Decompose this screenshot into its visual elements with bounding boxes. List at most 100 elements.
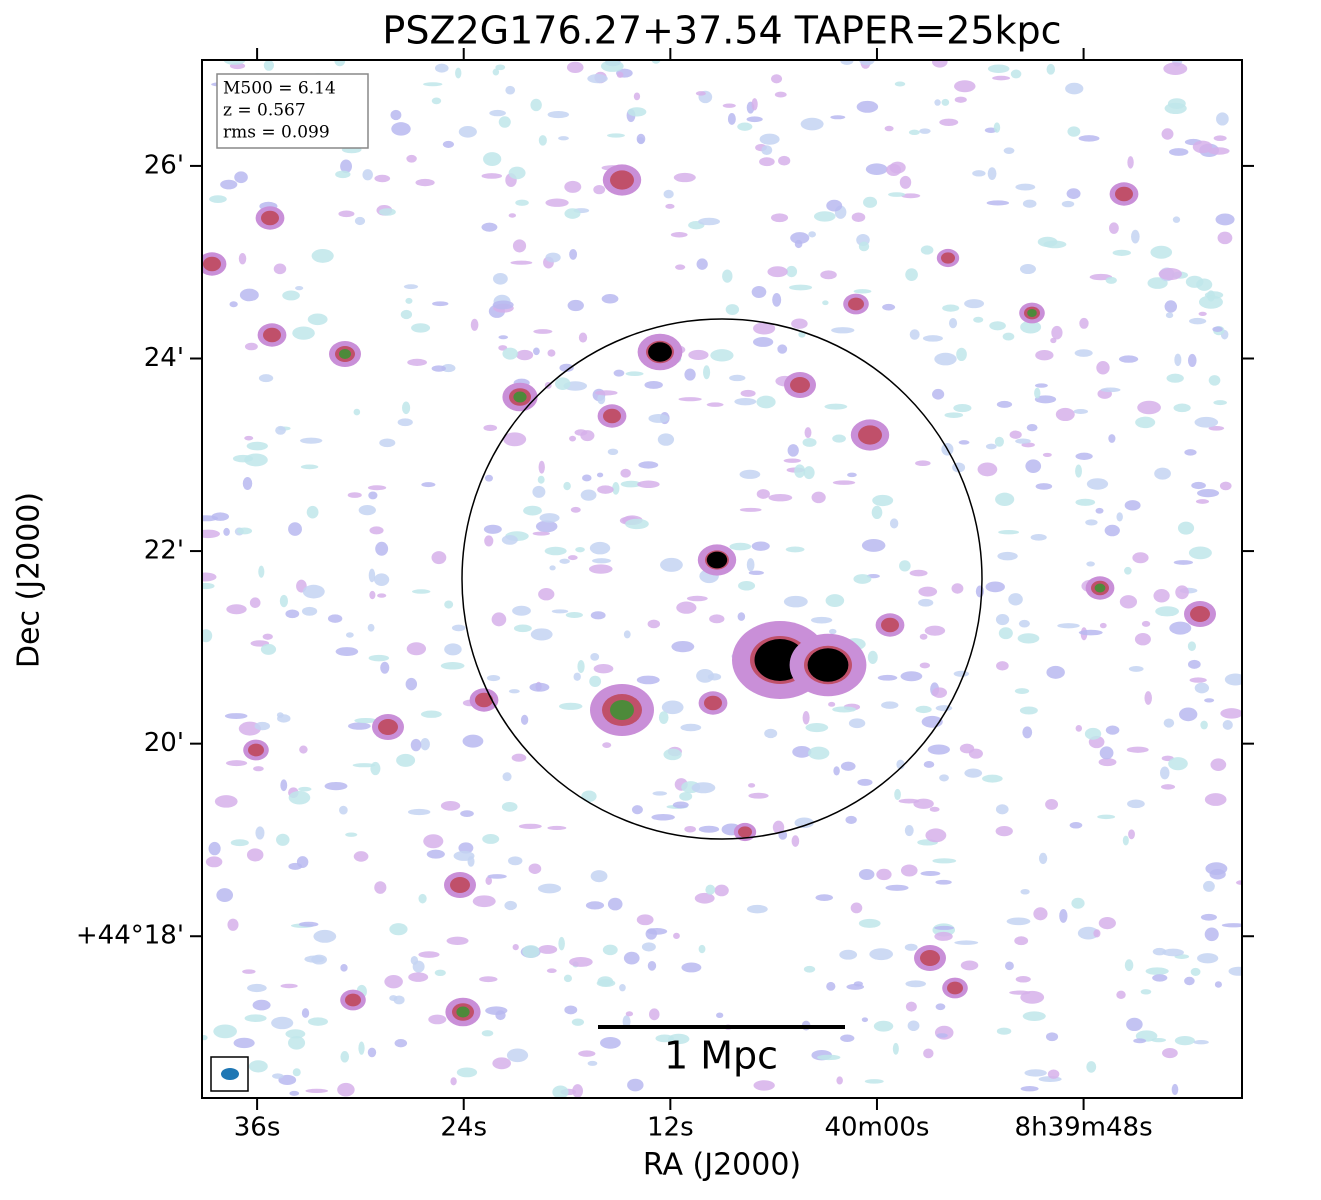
noise [407, 808, 431, 816]
noise [538, 587, 555, 601]
noise [1014, 688, 1030, 694]
noise [558, 136, 569, 141]
noise [722, 103, 736, 108]
noise [1161, 128, 1174, 140]
noise [1078, 135, 1100, 142]
noise [591, 558, 612, 564]
noise [458, 126, 477, 138]
y-tick-label: +44°18' [76, 921, 184, 951]
noise [1116, 512, 1123, 522]
noise [491, 612, 507, 627]
noise [559, 558, 570, 564]
noise [513, 624, 532, 633]
noise [353, 408, 361, 416]
noise [960, 960, 979, 971]
noise [450, 1077, 457, 1086]
noise [354, 717, 378, 724]
noise [1105, 725, 1120, 735]
noise [995, 492, 1015, 507]
noise [1172, 216, 1181, 223]
noise [1137, 400, 1161, 415]
noise [995, 825, 1013, 837]
noise [522, 945, 540, 958]
noise [596, 472, 604, 478]
noise [705, 884, 716, 895]
noise [492, 272, 508, 285]
noise [502, 347, 518, 360]
noise [637, 480, 660, 489]
noise [959, 743, 975, 754]
noise [1018, 619, 1030, 628]
source [610, 170, 634, 190]
noise [455, 67, 462, 79]
noise [337, 1082, 355, 1097]
noise [238, 252, 247, 265]
noise [368, 654, 390, 662]
noise [446, 936, 469, 945]
noise [279, 594, 288, 608]
noise [753, 322, 776, 335]
noise [748, 570, 764, 576]
noise [786, 265, 798, 278]
noise [1221, 923, 1242, 928]
noise [237, 527, 253, 535]
noise [1035, 349, 1054, 361]
noise [408, 972, 429, 982]
source [706, 551, 728, 569]
noise [418, 951, 440, 958]
noise [996, 661, 1009, 671]
noise [569, 435, 577, 442]
noise [1050, 337, 1057, 344]
noise [649, 1008, 660, 1021]
noise [953, 403, 972, 413]
noise [622, 1015, 631, 1029]
x-tick-label: 24s [440, 1113, 487, 1143]
noise [772, 820, 785, 834]
noise [661, 700, 684, 715]
noise [1194, 682, 1210, 694]
noise [1163, 62, 1188, 76]
noise [551, 609, 569, 614]
noise [1099, 746, 1114, 760]
noise [272, 1073, 284, 1079]
noise [803, 466, 815, 480]
noise [839, 949, 858, 960]
noise [518, 823, 542, 829]
y-tick-label: 26' [144, 150, 184, 180]
noise [1020, 320, 1042, 334]
noise [575, 546, 585, 553]
noise [1075, 452, 1093, 460]
noise [458, 842, 474, 854]
noise [923, 1048, 934, 1059]
noise [602, 742, 612, 748]
source [1094, 583, 1106, 593]
noise [1005, 961, 1014, 971]
noise [939, 774, 949, 782]
noise [663, 189, 674, 199]
source [450, 877, 470, 893]
noise [508, 689, 520, 694]
noise [367, 485, 387, 491]
noise [686, 595, 708, 602]
noise [859, 60, 875, 66]
noise [600, 60, 624, 72]
noise [302, 584, 325, 599]
source [475, 692, 493, 708]
noise [545, 198, 569, 207]
noise [481, 222, 498, 232]
noise [804, 427, 812, 439]
noise [472, 895, 496, 908]
noise [992, 75, 1011, 81]
noise [813, 211, 836, 222]
noise [826, 981, 836, 991]
noise [213, 1024, 237, 1039]
noise [418, 893, 427, 904]
noise [905, 980, 926, 988]
noise [1168, 757, 1188, 771]
noise [262, 633, 273, 640]
noise [778, 155, 791, 166]
noise [695, 91, 706, 96]
noise [1173, 403, 1191, 413]
noise [1192, 140, 1213, 154]
noise [1175, 585, 1189, 600]
